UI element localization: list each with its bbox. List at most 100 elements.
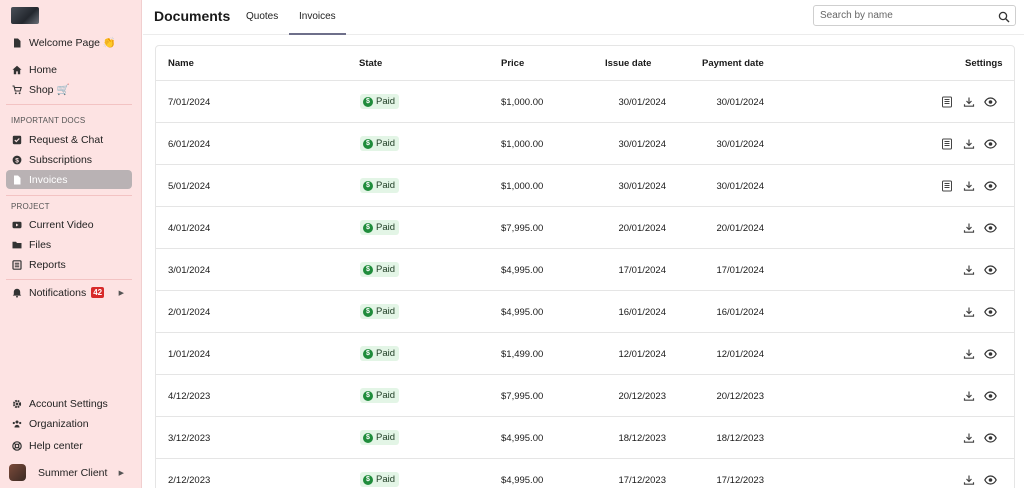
search-icon[interactable] [998,10,1010,28]
table-row[interactable]: 2/01/2024 $ Paid $4,995.00 16/01/2024 16/01/2… [156,291,1014,333]
sidebar-item-welcome[interactable]: Welcome Page 👏 [6,33,132,52]
download-icon[interactable] [962,137,975,150]
sidebar-item-notifications[interactable]: Notifications 42 ▶ [6,283,132,302]
sidebar-item-invoices[interactable]: Invoices [6,170,132,189]
column-header-payment-date[interactable]: Payment date [702,58,764,69]
dollar-circle-icon: $ [363,138,373,149]
eye-icon[interactable] [984,221,997,234]
user-menu[interactable]: Summer Client ▶ [6,463,132,482]
invoices-table: Name State Price Issue date Payment date… [155,45,1015,488]
table-row[interactable]: 5/01/2024 $ Paid $1,000.00 30/01/2024 30/01/2… [156,165,1014,207]
sidebar-item-label: Help center [29,439,83,452]
download-icon[interactable] [962,305,975,318]
search-box[interactable] [813,5,1016,26]
eye-icon[interactable] [984,95,997,108]
invoice-price: $4,995.00 [501,307,544,318]
column-header-name[interactable]: Name [168,58,194,69]
view-document-icon[interactable] [940,179,953,192]
invoice-price: $1,000.00 [501,139,544,150]
dollar-circle-icon: $ [363,348,373,359]
download-icon[interactable] [962,179,975,192]
sidebar-item-label: Reports [29,258,66,271]
eye-icon[interactable] [984,473,997,486]
eye-icon[interactable] [984,137,997,150]
table-row[interactable]: 2/12/2023 $ Paid $4,995.00 17/12/2023 17/12/2… [156,459,1014,488]
eye-icon[interactable] [984,305,997,318]
invoice-issue-date: 17/01/2024 [618,265,666,276]
view-document-icon[interactable] [940,137,953,150]
table-row[interactable]: 6/01/2024 $ Paid $1,000.00 30/01/2024 30/01/2… [156,123,1014,165]
download-icon[interactable] [962,431,975,444]
column-header-settings: Settings [965,58,1003,69]
dollar-circle-icon: $ [363,432,373,443]
download-icon[interactable] [962,347,975,360]
invoice-issue-date: 30/01/2024 [618,97,666,108]
column-header-price[interactable]: Price [501,58,525,69]
dollar-circle-icon: $ [363,390,373,401]
eye-icon[interactable] [984,389,997,402]
invoice-payment-date: 20/12/2023 [716,391,764,402]
sidebar-item-label: Notifications [29,286,87,299]
table-row[interactable]: 1/01/2024 $ Paid $1,499.00 12/01/2024 12/01/2… [156,333,1014,375]
column-header-issue-date[interactable]: Issue date [605,58,652,69]
sidebar-item-label: Files [29,238,52,251]
sidebar-item-home[interactable]: Home [6,60,132,79]
invoice-price: $7,995.00 [501,223,544,234]
download-icon[interactable] [962,95,975,108]
sidebar-item-current-video[interactable]: Current Video [6,215,132,234]
eye-icon[interactable] [984,347,997,360]
invoice-issue-date: 30/01/2024 [618,181,666,192]
people-icon [12,419,22,429]
search-input[interactable] [820,10,990,21]
sidebar-item-help-center[interactable]: Help center [6,436,132,455]
dollar-circle-icon: $ [363,180,373,191]
table-row[interactable]: 3/12/2023 $ Paid $4,995.00 18/12/2023 18/12/2… [156,417,1014,459]
invoice-issue-date: 12/01/2024 [618,349,666,360]
view-document-icon[interactable] [940,95,953,108]
sidebar-item-account-settings[interactable]: Account Settings [6,394,132,413]
eye-icon[interactable] [984,179,997,192]
invoice-name: 7/01/2024 [168,97,211,108]
status-badge: $ Paid [360,304,400,319]
status-badge: $ Paid [360,346,400,361]
invoice-name: 1/01/2024 [168,349,211,360]
home-icon [12,65,22,75]
invoice-issue-date: 20/01/2024 [618,223,666,234]
status-label: Paid [376,180,396,191]
invoice-name: 2/01/2024 [168,307,211,318]
column-header-state[interactable]: State [359,58,383,69]
download-icon[interactable] [962,389,975,402]
table-row[interactable]: 7/01/2024 $ Paid $1,000.00 30/01/2024 30/01/2… [156,81,1014,123]
download-icon[interactable] [962,263,975,276]
sidebar-item-reports[interactable]: Reports [6,255,132,274]
logo[interactable] [11,7,39,24]
folder-icon [12,240,22,250]
sidebar-item-request-chat[interactable]: Request & Chat [6,130,132,149]
report-icon [12,259,22,270]
invoice-name: 6/01/2024 [168,139,211,150]
tab-quotes[interactable]: Quotes [246,11,279,22]
section-label-project: PROJECT [11,202,50,211]
table-row[interactable]: 4/12/2023 $ Paid $7,995.00 20/12/2023 20/12/2… [156,375,1014,417]
eye-icon[interactable] [984,263,997,276]
dollar-circle-icon: $ [363,474,373,485]
table-row[interactable]: 3/01/2024 $ Paid $4,995.00 17/01/2024 17/01/2… [156,249,1014,291]
gear-icon [12,399,22,409]
tab-invoices[interactable]: Invoices [299,11,336,22]
sidebar-item-label: Request & Chat [29,133,104,146]
status-badge: $ Paid [360,178,400,193]
invoice-name: 3/01/2024 [168,265,211,276]
invoice-price: $4,995.00 [501,433,544,444]
sidebar-item-label: Current Video [29,218,94,231]
sidebar-item-organization[interactable]: Organization [6,414,132,433]
sidebar-item-shop[interactable]: Shop 🛒 [6,80,132,99]
download-icon[interactable] [962,221,975,234]
divider [6,279,132,280]
sidebar-item-files[interactable]: Files [6,235,132,254]
table-row[interactable]: 4/01/2024 $ Paid $7,995.00 20/01/2024 20/01/2… [156,207,1014,249]
sidebar-item-subscriptions[interactable]: $ Subscriptions [6,150,132,169]
eye-icon[interactable] [984,431,997,444]
download-icon[interactable] [962,473,975,486]
cart-icon [12,84,22,95]
user-name: Summer Client [38,466,108,479]
